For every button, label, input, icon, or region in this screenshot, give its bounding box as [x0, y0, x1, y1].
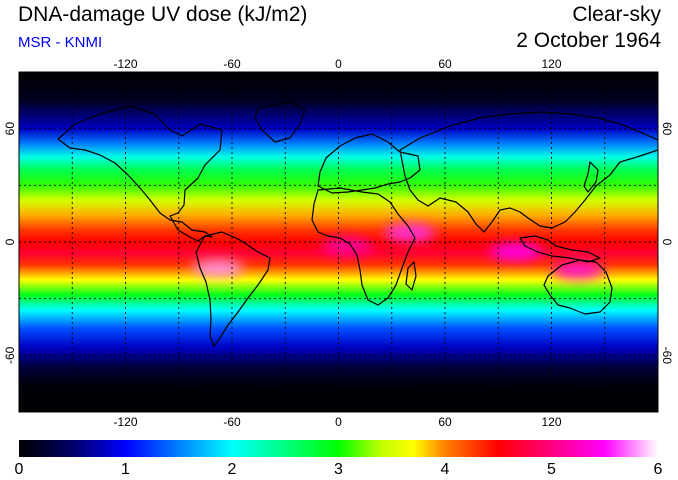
lat-tick-label-left: 0	[3, 238, 17, 245]
japan-coastline	[583, 161, 599, 193]
map-frame	[18, 71, 659, 413]
europe-coastline	[317, 133, 421, 194]
lon-tick-label-bottom: -120	[113, 415, 137, 429]
lon-tick-label-bottom: -60	[223, 415, 241, 429]
madagascar-coastline	[405, 261, 417, 291]
lon-tick-label-top: -60	[223, 57, 241, 71]
colorbar-tick-label: 0	[15, 461, 24, 478]
lat-tick-label-left: 60	[3, 122, 17, 136]
lon-tick-label-bottom: 60	[438, 415, 452, 429]
graticule-lines	[19, 72, 658, 412]
north-america-coastline	[57, 105, 223, 242]
colorbar-tick-label: 3	[334, 461, 343, 478]
map-area	[18, 71, 659, 413]
uv-hotspot	[191, 259, 244, 278]
uv-hotspot	[321, 236, 374, 255]
uv-hotspot	[383, 223, 436, 242]
colorbar-labels: 0 1 2 3 4 5 6	[15, 461, 663, 478]
lat-tick-label-right: 60	[660, 122, 674, 136]
colorbar-tick-label: 2	[228, 461, 237, 478]
date-label: 2 October 1964	[516, 29, 661, 52]
axis-ticks: -120 -120 -60 -60 0 0 60 60 120 120 60 60 0 0 -60 -60	[3, 57, 674, 429]
indonesia-coastline	[519, 235, 601, 263]
lon-tick-label-top: 0	[335, 57, 342, 71]
colorbar-tick-label: 6	[654, 461, 663, 478]
lon-tick-label-top: 120	[541, 57, 561, 71]
lon-tick-label-top: 60	[438, 57, 452, 71]
lon-tick-label-top: -120	[113, 57, 137, 71]
lat-tick-label-left: -60	[3, 346, 17, 364]
asia-coastline	[399, 111, 658, 233]
colorbar-gradient	[19, 440, 658, 457]
uv-hotspots	[191, 223, 605, 280]
lon-tick-label-bottom: 120	[541, 415, 561, 429]
lat-tick-label-right: 0	[660, 239, 674, 246]
uv-hotspot	[552, 261, 605, 280]
africa-coastline	[311, 187, 416, 306]
data-source-label: MSR - KNMI	[18, 34, 103, 51]
colorbar-tick-label: 4	[441, 461, 450, 478]
south-america-coastline	[195, 231, 271, 347]
colorbar-tick-label: 1	[121, 461, 130, 478]
greenland-coastline	[254, 101, 306, 143]
antarctica-coastline	[19, 387, 658, 399]
uv-hotspot	[490, 242, 542, 261]
sky-condition-label: Clear-sky	[572, 3, 661, 26]
colorbar: 0 1 2 3 4 5 6	[15, 440, 663, 478]
colorbar-tick-label: 5	[547, 461, 556, 478]
lat-tick-label-right: -60	[660, 347, 674, 365]
map-title: DNA-damage UV dose (kJ/m2)	[18, 3, 308, 26]
lon-tick-label-bottom: 0	[335, 415, 342, 429]
